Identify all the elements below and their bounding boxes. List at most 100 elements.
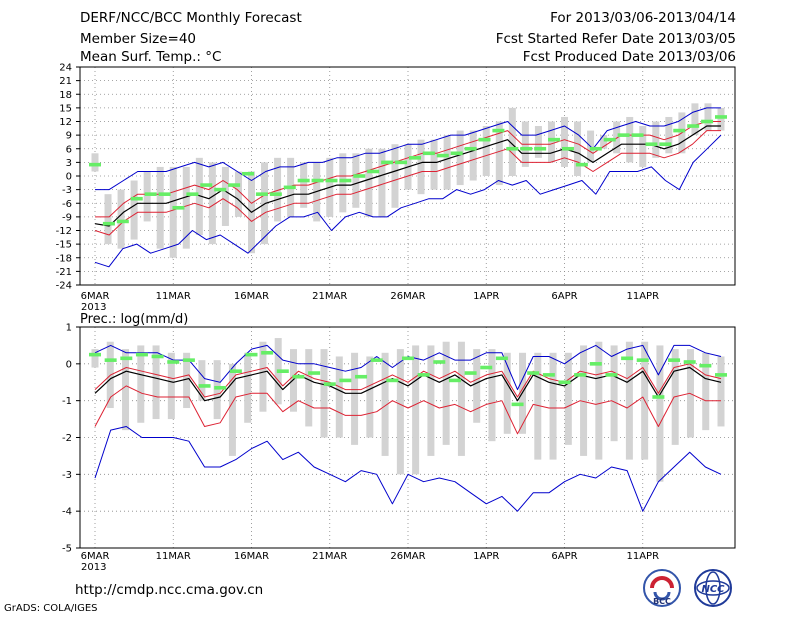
median-marker bbox=[631, 133, 644, 137]
box-bar bbox=[702, 352, 710, 431]
box-bar bbox=[182, 166, 190, 249]
box-bar bbox=[365, 148, 373, 217]
median-marker bbox=[311, 178, 324, 183]
y-tick-label: -3 bbox=[62, 470, 72, 481]
box-bar bbox=[503, 352, 511, 434]
median-marker bbox=[228, 183, 241, 187]
box-bar bbox=[574, 121, 582, 176]
box-bar bbox=[152, 345, 160, 420]
band-lower-line bbox=[94, 385, 721, 435]
median-marker bbox=[621, 356, 634, 361]
y-tick-label: 18 bbox=[59, 90, 72, 101]
box-bar bbox=[352, 153, 360, 208]
median-marker bbox=[245, 352, 258, 357]
median-marker bbox=[673, 128, 686, 133]
box-bar bbox=[274, 157, 282, 222]
median-marker bbox=[422, 151, 435, 156]
median-marker bbox=[276, 369, 289, 373]
median-marker bbox=[370, 358, 383, 362]
box-bar bbox=[717, 107, 725, 131]
median-marker bbox=[464, 371, 477, 375]
box-bar bbox=[208, 162, 216, 245]
box-bar bbox=[442, 341, 450, 445]
y-tick-label: 9 bbox=[66, 131, 72, 142]
median-marker bbox=[603, 137, 616, 142]
median-marker bbox=[480, 365, 493, 370]
box-bar bbox=[639, 126, 647, 167]
x-tick-label: 6APR bbox=[551, 551, 577, 562]
envelope-lower-line bbox=[94, 426, 722, 512]
median-marker bbox=[417, 373, 430, 377]
median-marker bbox=[89, 162, 101, 167]
box-bar bbox=[561, 116, 568, 167]
grads-credit: GrADS: COLA/IGES bbox=[4, 603, 98, 614]
y-tick-label: 0 bbox=[66, 172, 72, 183]
box-bar bbox=[91, 349, 99, 368]
median-marker bbox=[464, 146, 477, 151]
envelope-lower-line bbox=[94, 134, 722, 268]
box-bar bbox=[339, 153, 347, 213]
median-marker bbox=[214, 187, 227, 192]
median-marker bbox=[542, 373, 555, 377]
box-bar bbox=[417, 139, 425, 195]
y-tick-label: -1 bbox=[62, 396, 72, 407]
box-bar bbox=[717, 356, 725, 427]
median-marker bbox=[297, 178, 310, 183]
median-marker bbox=[120, 356, 133, 361]
box-bar bbox=[91, 153, 99, 172]
x-tick-label: 6MAR bbox=[81, 291, 110, 302]
box-bar bbox=[221, 166, 229, 226]
y-tick-label: -4 bbox=[62, 507, 72, 518]
box-bar bbox=[457, 341, 465, 456]
y-tick-label: 0 bbox=[66, 359, 72, 370]
median-marker bbox=[269, 192, 282, 196]
y-tick-label: -18 bbox=[56, 253, 72, 264]
median-marker bbox=[229, 369, 242, 373]
box-bar bbox=[427, 345, 435, 456]
box-bar bbox=[137, 345, 145, 423]
envelope-upper-line bbox=[95, 107, 721, 191]
box-bar bbox=[228, 363, 236, 456]
box-bar bbox=[482, 126, 490, 176]
median-marker bbox=[511, 402, 524, 407]
median-marker bbox=[589, 362, 602, 366]
y-tick-label: -9 bbox=[62, 212, 72, 223]
y-tick-label: 6 bbox=[66, 144, 72, 155]
median-marker bbox=[292, 374, 305, 379]
chart-title: DERF/NCC/BCC Monthly Forecast bbox=[80, 10, 302, 26]
box-bar bbox=[183, 352, 191, 409]
box-bar bbox=[305, 349, 313, 427]
median-marker bbox=[200, 183, 213, 187]
box-bar bbox=[549, 352, 557, 460]
median-marker bbox=[182, 358, 195, 362]
source-url[interactable]: http://cmdp.ncc.cma.gov.cn bbox=[75, 582, 264, 598]
box-bar bbox=[378, 148, 386, 217]
temperature-panel-title: Mean Surf. Temp.: °C bbox=[80, 49, 222, 65]
median-marker bbox=[339, 378, 352, 383]
median-marker bbox=[701, 119, 714, 124]
median-marker bbox=[495, 356, 508, 361]
y-tick-label: -21 bbox=[56, 267, 72, 278]
box-bar bbox=[564, 352, 572, 445]
median-marker bbox=[715, 115, 727, 119]
y-tick-label: 3 bbox=[66, 158, 72, 169]
median-marker bbox=[381, 160, 394, 165]
x-tick-label: 6MAR bbox=[81, 551, 110, 562]
produced-date: Fcst Produced Date 2013/03/06 bbox=[522, 49, 736, 65]
box-bar bbox=[234, 171, 242, 217]
median-marker bbox=[478, 137, 491, 142]
box-bar bbox=[104, 194, 112, 245]
box-bar bbox=[600, 135, 608, 149]
median-marker bbox=[242, 171, 255, 176]
box-bar bbox=[704, 103, 712, 131]
median-marker bbox=[255, 192, 268, 196]
median-marker bbox=[636, 358, 649, 362]
box-bar bbox=[213, 360, 221, 420]
box-bar bbox=[143, 171, 151, 222]
median-marker bbox=[135, 352, 148, 357]
box-bar bbox=[595, 341, 603, 460]
box-bar bbox=[547, 121, 555, 163]
box-bar bbox=[534, 352, 542, 460]
median-marker bbox=[534, 146, 547, 151]
